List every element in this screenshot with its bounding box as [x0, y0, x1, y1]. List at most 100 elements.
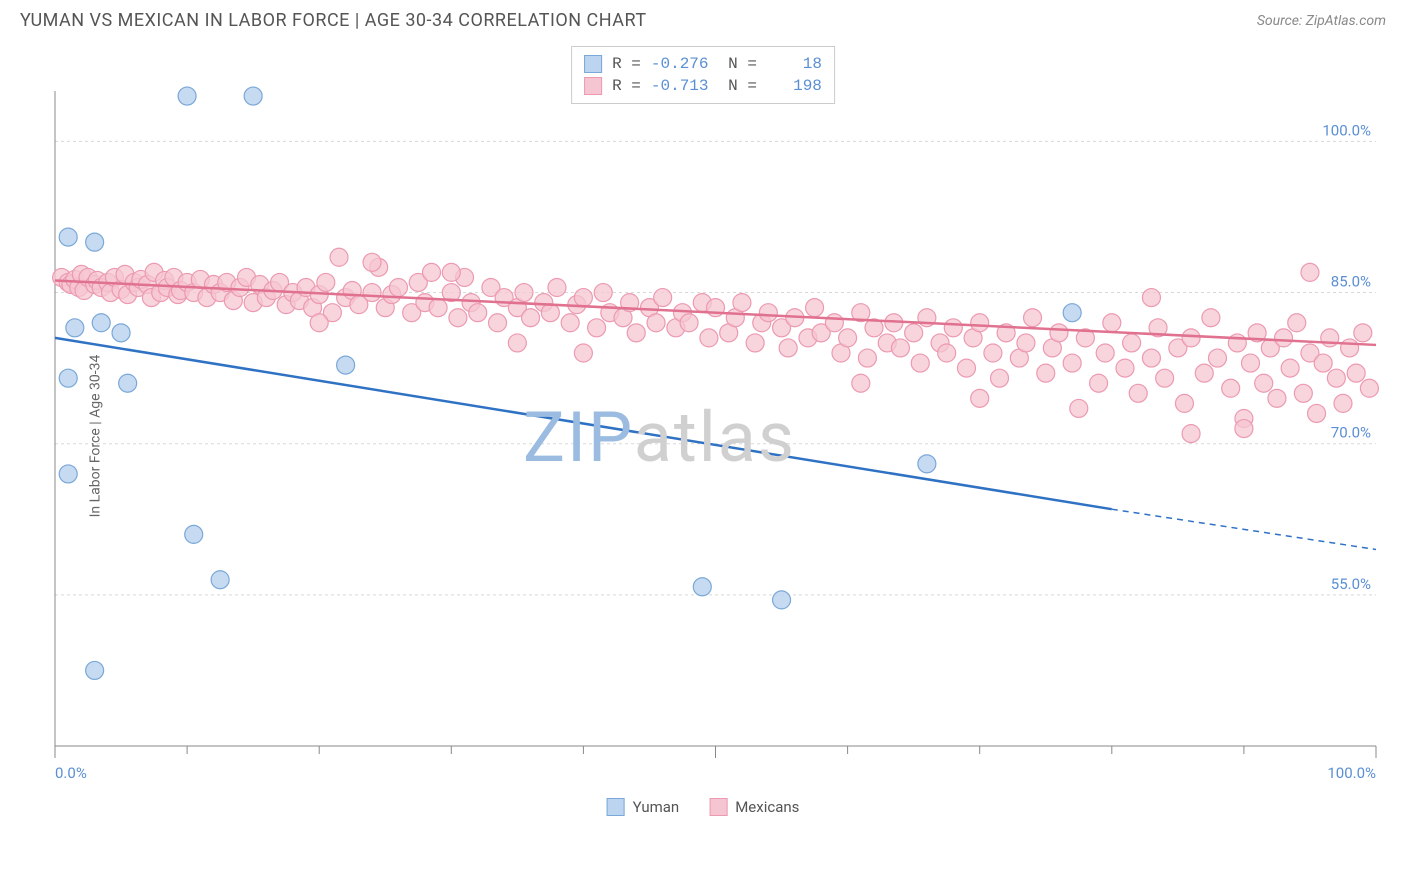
y-axis-label: In Labor Force | Age 30-34 — [87, 355, 103, 518]
scatter-point-yuman — [86, 661, 104, 679]
scatter-point-mexicans — [1281, 359, 1299, 377]
corr-row-mexicans: R = -0.713 N = 198 — [584, 75, 822, 97]
scatter-point-mexicans — [700, 329, 718, 347]
scatter-point-mexicans — [588, 319, 606, 337]
corr-swatch-mexicans — [584, 77, 602, 95]
scatter-point-yuman — [185, 525, 203, 543]
scatter-point-mexicans — [442, 263, 460, 281]
scatter-point-mexicans — [1156, 369, 1174, 387]
scatter-point-mexicans — [1129, 384, 1147, 402]
scatter-point-mexicans — [1050, 324, 1068, 342]
regression-line-yuman — [55, 338, 1112, 509]
scatter-point-mexicans — [905, 324, 923, 342]
scatter-point-mexicans — [1063, 354, 1081, 372]
scatter-point-mexicans — [1327, 369, 1345, 387]
scatter-point-mexicans — [561, 314, 579, 332]
scatter-point-mexicans — [1202, 309, 1220, 327]
correlation-legend: R = -0.276 N = 18 R = -0.713 N = 198 — [571, 46, 835, 104]
x-tick-label: 100.0% — [1327, 764, 1376, 782]
scatter-point-mexicans — [852, 374, 870, 392]
scatter-point-yuman — [92, 314, 110, 332]
corr-r-mexicans: -0.713 — [651, 77, 709, 95]
scatter-point-mexicans — [1222, 379, 1240, 397]
scatter-point-mexicans — [984, 344, 1002, 362]
scatter-point-mexicans — [1037, 364, 1055, 382]
scatter-point-mexicans — [515, 284, 533, 302]
scatter-point-mexicans — [971, 389, 989, 407]
scatter-point-mexicans — [574, 289, 592, 307]
scatter-point-yuman — [59, 465, 77, 483]
scatter-point-mexicans — [944, 319, 962, 337]
scatter-point-mexicans — [1334, 394, 1352, 412]
scatter-point-mexicans — [1024, 309, 1042, 327]
scatter-point-mexicans — [806, 299, 824, 317]
scatter-point-mexicans — [1017, 334, 1035, 352]
scatter-point-mexicans — [1182, 329, 1200, 347]
scatter-point-mexicans — [891, 339, 909, 357]
scatter-chart: 55.0%70.0%85.0%100.0%0.0%100.0% — [0, 36, 1406, 836]
series-legend: Yuman Mexicans — [607, 798, 800, 816]
scatter-point-mexicans — [389, 279, 407, 297]
scatter-point-mexicans — [522, 309, 540, 327]
corr-r-yuman: -0.276 — [651, 55, 709, 73]
chart-container: 55.0%70.0%85.0%100.0%0.0%100.0% ZIPatlas… — [0, 36, 1406, 836]
scatter-point-mexicans — [680, 314, 698, 332]
chart-title: YUMAN VS MEXICAN IN LABOR FORCE | AGE 30… — [20, 10, 647, 31]
scatter-point-mexicans — [1096, 344, 1114, 362]
y-tick-label: 85.0% — [1331, 273, 1371, 291]
scatter-point-mexicans — [1195, 364, 1213, 382]
scatter-point-mexicans — [310, 314, 328, 332]
scatter-point-mexicans — [825, 314, 843, 332]
scatter-point-mexicans — [759, 304, 777, 322]
scatter-point-mexicans — [627, 324, 645, 342]
scatter-point-mexicans — [449, 309, 467, 327]
scatter-point-mexicans — [422, 263, 440, 281]
scatter-point-yuman — [211, 571, 229, 589]
scatter-point-mexicans — [654, 289, 672, 307]
corr-n-mexicans: 198 — [767, 77, 822, 95]
scatter-point-yuman — [244, 87, 262, 105]
source-label: Source: ZipAtlas.com — [1257, 13, 1386, 29]
scatter-point-mexicans — [1294, 384, 1312, 402]
scatter-point-mexicans — [971, 314, 989, 332]
scatter-point-mexicans — [647, 314, 665, 332]
scatter-point-mexicans — [1070, 399, 1088, 417]
scatter-point-mexicans — [1288, 314, 1306, 332]
legend-swatch-mexicans — [709, 798, 727, 816]
legend-swatch-yuman — [607, 798, 625, 816]
scatter-point-yuman — [918, 455, 936, 473]
scatter-point-mexicans — [1360, 379, 1378, 397]
scatter-point-mexicans — [1142, 289, 1160, 307]
scatter-point-yuman — [693, 578, 711, 596]
chart-header: YUMAN VS MEXICAN IN LABOR FORCE | AGE 30… — [0, 0, 1406, 36]
scatter-point-mexicans — [1341, 339, 1359, 357]
scatter-point-mexicans — [1268, 389, 1286, 407]
scatter-point-mexicans — [541, 304, 559, 322]
scatter-point-mexicans — [1182, 425, 1200, 443]
scatter-point-mexicans — [548, 279, 566, 297]
scatter-point-yuman — [178, 87, 196, 105]
legend-item-mexicans: Mexicans — [709, 798, 799, 816]
scatter-point-mexicans — [858, 349, 876, 367]
scatter-point-mexicans — [363, 284, 381, 302]
scatter-point-mexicans — [911, 354, 929, 372]
scatter-point-mexicans — [1314, 354, 1332, 372]
scatter-point-mexicans — [1347, 364, 1365, 382]
scatter-point-mexicans — [469, 304, 487, 322]
scatter-point-yuman — [112, 324, 130, 342]
scatter-point-yuman — [773, 591, 791, 609]
scatter-point-mexicans — [1103, 314, 1121, 332]
scatter-point-mexicans — [489, 314, 507, 332]
scatter-point-mexicans — [1354, 324, 1372, 342]
scatter-point-yuman — [66, 319, 84, 337]
scatter-point-mexicans — [1242, 354, 1260, 372]
scatter-point-mexicans — [330, 248, 348, 266]
scatter-point-mexicans — [991, 369, 1009, 387]
scatter-point-yuman — [119, 374, 137, 392]
scatter-point-yuman — [59, 228, 77, 246]
scatter-point-mexicans — [1255, 374, 1273, 392]
scatter-point-mexicans — [1275, 329, 1293, 347]
scatter-point-mexicans — [1142, 349, 1160, 367]
scatter-point-mexicans — [957, 359, 975, 377]
scatter-point-mexicans — [1308, 404, 1326, 422]
